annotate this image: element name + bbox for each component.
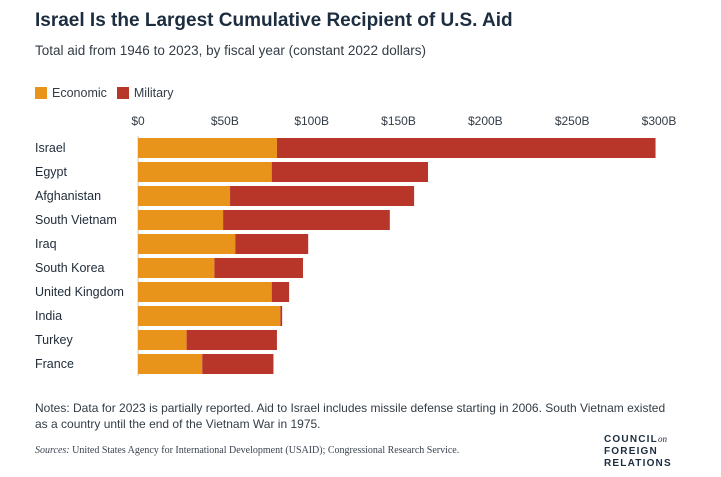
category-label-2: Afghanistan bbox=[35, 189, 101, 203]
logo-line3: RELATIONS bbox=[604, 458, 672, 469]
bar-economic-7 bbox=[138, 306, 281, 326]
category-label-9: France bbox=[35, 357, 74, 371]
cfr-logo: COUNCILon FOREIGN RELATIONS bbox=[604, 433, 672, 470]
bar-economic-1 bbox=[138, 162, 272, 182]
bar-military-9 bbox=[202, 354, 274, 374]
category-label-0: Israel bbox=[35, 141, 66, 155]
bar-military-4 bbox=[235, 234, 309, 254]
category-label-7: India bbox=[35, 309, 62, 323]
category-label-4: Iraq bbox=[35, 237, 57, 251]
bar-economic-3 bbox=[138, 210, 224, 230]
chart-notes: Notes: Data for 2023 is partially report… bbox=[35, 401, 666, 431]
x-tick-label-1: $50B bbox=[211, 114, 239, 128]
category-label-6: United Kingdom bbox=[35, 285, 124, 299]
bar-economic-6 bbox=[138, 282, 272, 302]
chart-sources: Sources: United States Agency for Intern… bbox=[35, 445, 459, 456]
bar-military-6 bbox=[271, 282, 290, 302]
legend: Economic Military bbox=[35, 86, 183, 100]
legend-swatch-military bbox=[116, 87, 129, 99]
legend-item-military: Military bbox=[116, 86, 174, 100]
category-label-8: Turkey bbox=[35, 333, 73, 347]
x-tick-label-4: $200B bbox=[468, 114, 503, 128]
legend-label-economic: Economic bbox=[52, 86, 107, 100]
bar-economic-2 bbox=[138, 186, 231, 206]
x-tick-label-0: $0 bbox=[131, 114, 145, 128]
bar-chart: $0 $50B $100B $150B $200B $250B $300B Israel Egy… bbox=[35, 114, 677, 376]
x-tick-label-3: $150B bbox=[381, 114, 416, 128]
sources-label: Sources: bbox=[35, 445, 70, 456]
category-label-3: South Vietnam bbox=[35, 213, 117, 227]
bar-military-0 bbox=[276, 138, 656, 158]
bar-economic-9 bbox=[138, 354, 203, 374]
chart-subtitle: Total aid from 1946 to 2023, by fiscal y… bbox=[35, 43, 426, 58]
legend-item-economic: Economic bbox=[35, 86, 107, 100]
bar-military-1 bbox=[271, 162, 429, 182]
x-tick-label-6: $300B bbox=[642, 114, 677, 128]
bar-economic-8 bbox=[138, 330, 187, 350]
bar-military-5 bbox=[214, 258, 303, 278]
x-tick-label-5: $250B bbox=[555, 114, 590, 128]
logo-on: on bbox=[657, 434, 667, 444]
bar-military-2 bbox=[230, 186, 415, 206]
chart-title: Israel Is the Largest Cumulative Recipie… bbox=[35, 10, 513, 31]
bar-military-8 bbox=[186, 330, 277, 350]
category-label-5: South Korea bbox=[35, 261, 105, 275]
logo-line1: COUNCIL bbox=[604, 434, 658, 445]
sources-text: United States Agency for International D… bbox=[72, 445, 460, 456]
bar-military-7 bbox=[280, 306, 283, 326]
bar-military-3 bbox=[223, 210, 390, 230]
legend-label-military: Military bbox=[133, 86, 174, 100]
bar-economic-0 bbox=[138, 138, 277, 158]
x-tick-label-2: $100B bbox=[294, 114, 329, 128]
bar-economic-5 bbox=[138, 258, 215, 278]
bar-economic-4 bbox=[138, 234, 236, 254]
category-label-1: Egypt bbox=[35, 165, 67, 179]
logo-line2: FOREIGN bbox=[604, 446, 658, 457]
legend-swatch-economic bbox=[35, 87, 47, 99]
